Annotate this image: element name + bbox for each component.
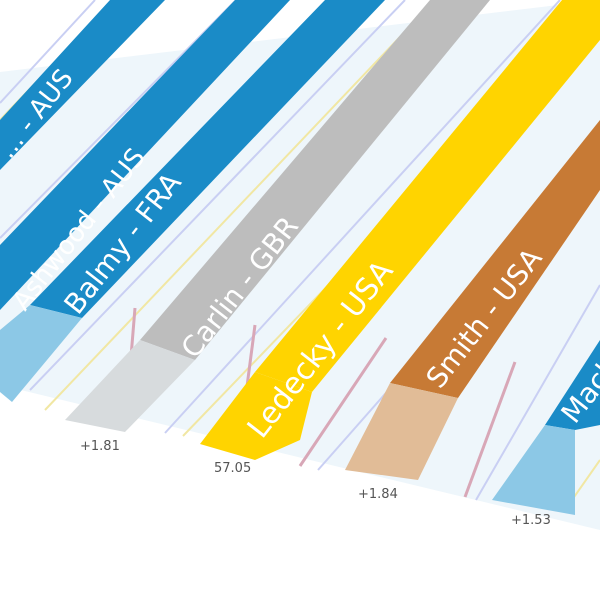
lane-value-4: 57.05 xyxy=(214,461,251,476)
lane-value-6: +1.53 xyxy=(511,513,551,528)
lane-marker xyxy=(463,361,517,498)
lane-line xyxy=(164,0,561,434)
lane-line xyxy=(29,0,406,391)
lane-line xyxy=(0,0,96,104)
lane-bar-top xyxy=(140,0,490,360)
lane-value-5: +1.84 xyxy=(358,487,398,502)
lane-bar-top xyxy=(0,0,165,170)
lane-bar-top xyxy=(545,340,600,430)
lane-bar-lower xyxy=(65,340,195,432)
lane-bar-lower xyxy=(0,305,82,402)
lane-value-3: +1.81 xyxy=(80,439,120,454)
lane-bar-top xyxy=(0,0,290,310)
lane-bar-top xyxy=(390,120,600,398)
lane-bar-lower xyxy=(492,425,575,515)
lane-line xyxy=(475,284,600,501)
lane-bar-lower xyxy=(345,383,458,480)
lane-bars xyxy=(0,0,600,515)
lane-bar-top xyxy=(30,0,385,318)
lane-line xyxy=(44,0,436,411)
lane-bar-top xyxy=(255,0,600,392)
lane-bar-lower xyxy=(200,372,312,460)
lane-marker xyxy=(298,337,388,467)
lane-values: +1.81 57.05 +1.84 +1.53 xyxy=(80,439,551,528)
lane-line xyxy=(0,0,237,239)
